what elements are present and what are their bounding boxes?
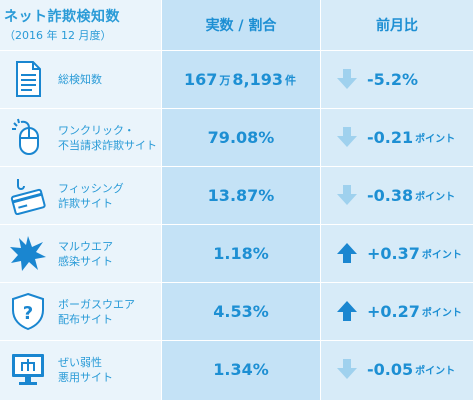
row-value-cell: 167 万 8,193 件 <box>162 51 320 108</box>
table-row-phishing: フィッシング 詐欺サイト 13.87% -0.38 ポイント <box>0 167 473 224</box>
value-ken-unit: 件 <box>285 73 296 87</box>
row-label-line: 感染サイト <box>58 254 113 268</box>
row-value: 167 万 8,193 件 <box>162 51 320 108</box>
row-value-cell: 1.18% <box>162 225 320 282</box>
row-label-line: ワンクリック・ <box>58 123 135 137</box>
table-row-vulnerability: ぜい弱性 悪用サイト 1.34% -0.05 ポイント <box>0 341 473 400</box>
change-value: -5.2% <box>367 70 419 89</box>
row-change-cell: -0.05 ポイント <box>321 341 473 400</box>
row-label: ワンクリック・ 不当請求詐欺サイト <box>58 109 157 166</box>
row-label-line: 総検知数 <box>58 73 102 86</box>
change-value: +0.27 <box>367 302 420 321</box>
arrow-down-icon <box>337 127 357 147</box>
value-man-number: 167 <box>183 70 218 89</box>
table-subtitle: （2016 年 12 月度） <box>4 29 112 42</box>
mouse-click-icon <box>12 118 39 155</box>
document-icon <box>16 61 41 97</box>
shield-question-icon: ? <box>12 292 44 331</box>
arrow-down-icon <box>337 185 357 205</box>
row-label-cell: ? ボーガスウエア 配布サイト <box>0 283 161 340</box>
table-row-one-click: ワンクリック・ 不当請求詐欺サイト 79.08% -0.21 ポイント <box>0 109 473 166</box>
row-label-cell: ぜい弱性 悪用サイト <box>0 341 161 400</box>
change-value: +0.37 <box>367 244 420 263</box>
row-label-cell: ワンクリック・ 不当請求詐欺サイト <box>0 109 161 166</box>
malware-burst-icon <box>10 236 46 271</box>
row-change-cell: -0.38 ポイント <box>321 167 473 224</box>
change-unit: ポイント <box>421 250 462 261</box>
row-value: 4.53% <box>213 302 269 321</box>
row-change-cell: -5.2% <box>321 51 473 108</box>
column-header-change: 前月比 <box>321 0 473 50</box>
row-change-cell: +0.37 ポイント <box>321 225 473 282</box>
row-value: 1.34% <box>213 360 269 379</box>
row-change: +0.27 ポイント <box>367 283 462 340</box>
row-value: 13.87% <box>207 186 275 205</box>
row-label-line: マルウエア <box>58 239 113 253</box>
value-man-unit: 万 <box>219 73 231 87</box>
row-label-line: フィッシング <box>58 181 124 195</box>
row-value-cell: 79.08% <box>162 109 320 166</box>
change-value: -0.38 <box>367 186 414 205</box>
arrow-down-icon <box>337 69 357 89</box>
row-change-cell: -0.21 ポイント <box>321 109 473 166</box>
svg-text:?: ? <box>23 303 33 324</box>
table-title: ネット詐欺検知数 <box>4 9 120 25</box>
row-value-cell: 13.87% <box>162 167 320 224</box>
change-unit: ポイント <box>415 134 456 145</box>
table-row-malware: マルウエア 感染サイト 1.18% +0.37 ポイント <box>0 225 473 282</box>
row-label-line: ボーガスウエア <box>58 297 135 311</box>
row-change: -5.2% <box>367 51 418 108</box>
row-value-cell: 4.53% <box>162 283 320 340</box>
row-label: ボーガスウエア 配布サイト <box>58 283 135 340</box>
row-label: マルウエア 感染サイト <box>58 225 113 282</box>
row-label-line: ぜい弱性 <box>58 355 102 369</box>
table-row-bogusware: ? ボーガスウエア 配布サイト 4.53% +0.27 ポイント <box>0 283 473 340</box>
vulnerable-monitor-icon <box>12 354 44 385</box>
row-change-cell: +0.27 ポイント <box>321 283 473 340</box>
change-unit: ポイント <box>415 366 456 377</box>
change-unit: ポイント <box>415 192 456 203</box>
arrow-up-icon <box>337 243 357 263</box>
change-value: -0.05 <box>367 360 414 379</box>
row-value: 79.08% <box>207 128 275 147</box>
table-row-total: 総検知数 167 万 8,193 件 -5.2% <box>0 51 473 108</box>
row-label: フィッシング 詐欺サイト <box>58 167 124 224</box>
row-value-cell: 1.34% <box>162 341 320 400</box>
row-label: 総検知数 <box>58 51 102 108</box>
row-label-line: 悪用サイト <box>58 370 113 384</box>
column-header-value: 実数 / 割合 <box>162 0 320 50</box>
row-change: -0.05 ポイント <box>367 341 455 398</box>
arrow-up-icon <box>337 301 357 321</box>
row-value: 1.18% <box>213 244 269 263</box>
phishing-card-icon <box>10 179 46 215</box>
change-value: -0.21 <box>367 128 414 147</box>
row-label-line: 配布サイト <box>58 312 113 326</box>
row-label: ぜい弱性 悪用サイト <box>58 341 113 398</box>
row-label-line: 詐欺サイト <box>58 196 113 210</box>
row-label-cell: マルウエア 感染サイト <box>0 225 161 282</box>
arrow-down-icon <box>337 359 357 379</box>
value-rest-number: 8,193 <box>232 70 283 89</box>
row-change: -0.38 ポイント <box>367 167 455 224</box>
row-label-line: 不当請求詐欺サイト <box>58 138 157 152</box>
change-unit: ポイント <box>421 308 462 319</box>
row-change: +0.37 ポイント <box>367 225 462 282</box>
row-label-cell: 総検知数 <box>0 51 161 108</box>
header-title-cell: ネット詐欺検知数 （2016 年 12 月度） <box>0 0 161 50</box>
row-label-cell: フィッシング 詐欺サイト <box>0 167 161 224</box>
row-change: -0.21 ポイント <box>367 109 455 166</box>
